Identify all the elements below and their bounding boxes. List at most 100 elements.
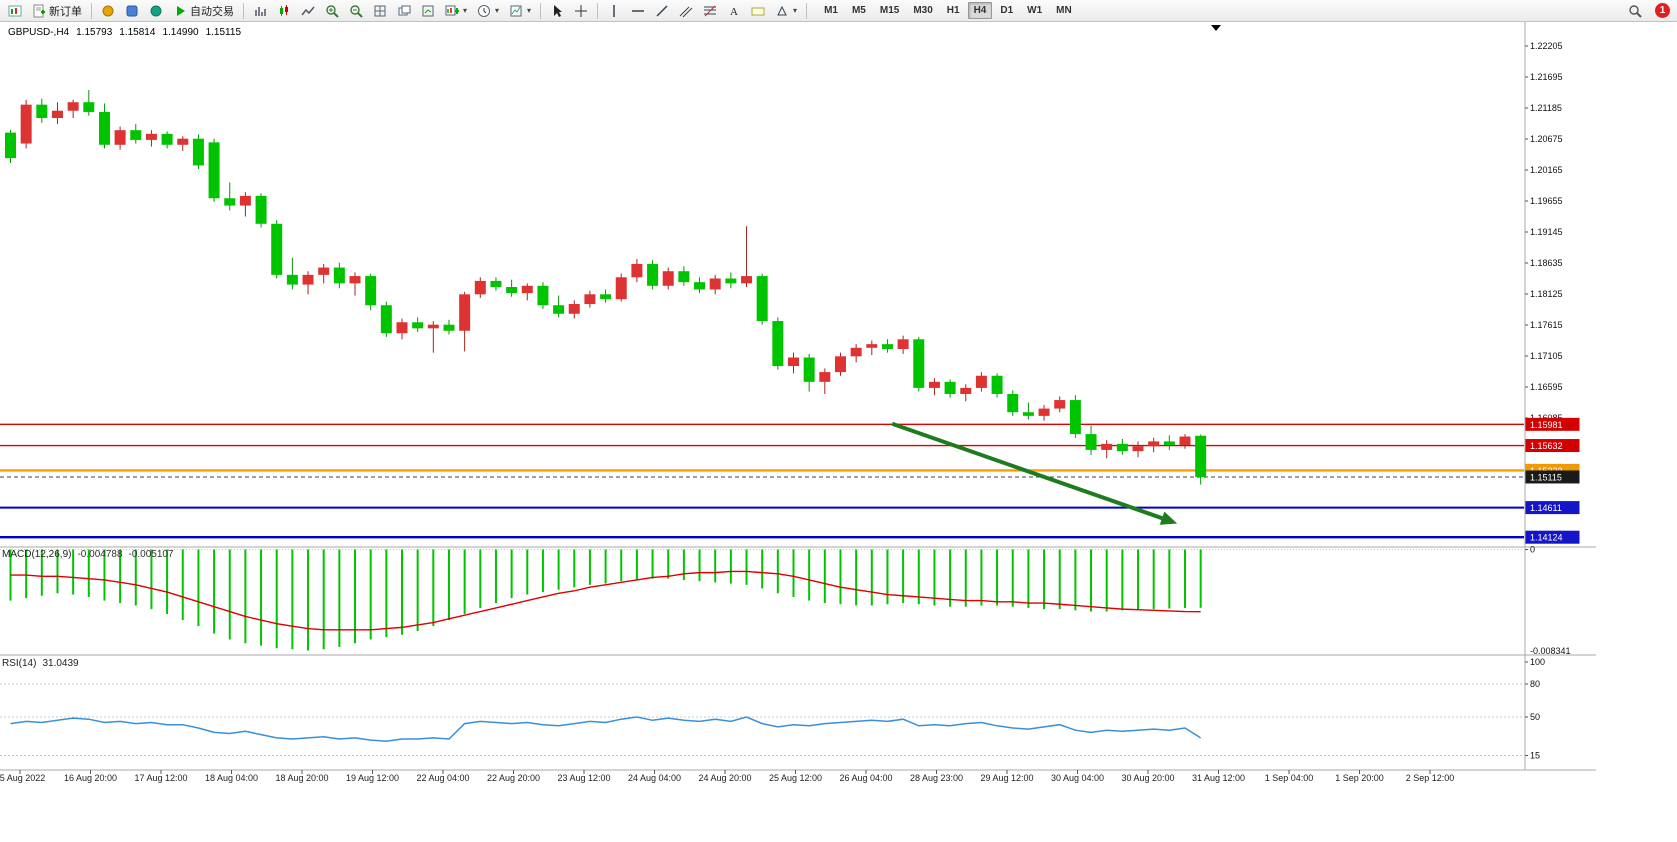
fibonacci-button[interactable] [699, 1, 721, 21]
trend-arrow-object[interactable] [891, 421, 1163, 521]
price-badge [1525, 439, 1580, 453]
cascade-windows-button[interactable] [393, 1, 415, 21]
text-button[interactable]: A [723, 1, 745, 21]
time-axis-label: 31 Aug 12:00 [1192, 773, 1245, 783]
templates-button[interactable]: ▾ [505, 1, 535, 21]
candle-bearish [286, 274, 298, 285]
svg-text:A: A [730, 6, 738, 18]
candle-bullish [662, 271, 674, 286]
bars-icon [255, 6, 266, 16]
rsi-indicator-label: RSI(14) 31.0439 [2, 658, 79, 669]
open-value: 1.15793 [76, 27, 113, 38]
candle-bullish [396, 322, 408, 334]
toolbar-separator [540, 2, 542, 19]
timeframe-w1[interactable]: W1 [1027, 5, 1043, 16]
price-axis-label: 1.20675 [1530, 134, 1563, 144]
data-window-button[interactable] [121, 1, 143, 21]
price-axis-label: 1.19145 [1530, 227, 1563, 237]
price-axis-label: 1.19655 [1530, 196, 1563, 206]
timeframe-m1[interactable]: M1 [824, 5, 838, 16]
timeframe-m30[interactable]: M30 [913, 5, 933, 16]
candle-bullish [1132, 446, 1144, 452]
price-badge [1525, 470, 1580, 484]
autotrading-button[interactable]: 自动交易 [169, 1, 238, 21]
chart-shift-marker[interactable] [1211, 25, 1221, 31]
timeframe-h1[interactable]: H1 [946, 5, 960, 16]
timeframe-h4[interactable]: H4 [967, 2, 993, 19]
candle-bearish [772, 321, 784, 367]
periods-button[interactable]: ▾ [473, 1, 503, 21]
vertical-line-button[interactable] [603, 1, 625, 21]
cursor-button[interactable] [546, 1, 568, 21]
rsi-axis-label: 50 [1530, 712, 1540, 722]
macd-signal-line [10, 570, 1201, 631]
trendline-button[interactable] [651, 1, 673, 21]
candle-bullish [349, 276, 361, 284]
search-button[interactable] [1624, 1, 1646, 21]
macd-axis-label: 0 [1530, 545, 1535, 555]
market-watch-button[interactable] [97, 1, 119, 21]
time-axis-label: 22 Aug 20:00 [487, 773, 540, 783]
candle-bearish [881, 344, 893, 350]
timeframe-m5[interactable]: M5 [851, 5, 866, 16]
autotrading-button-label: 自动交易 [190, 5, 234, 18]
time-axis-label: 30 Aug 20:00 [1121, 773, 1174, 783]
macd-axis-label: -0.008341 [1530, 646, 1571, 656]
toolbar-separator [597, 2, 599, 19]
toolbar-right: 1 [1623, 1, 1674, 21]
candle-bullish [1179, 436, 1191, 446]
navigator-button[interactable] [145, 1, 167, 21]
time-axis-label: 2 Sep 12:00 [1406, 773, 1455, 783]
time-axis-label: 26 Aug 04:00 [839, 773, 892, 783]
new-order-button[interactable]: 新订单 [28, 1, 86, 21]
search-icon [1629, 4, 1642, 18]
candle-bearish [83, 102, 95, 112]
candle-bullish [20, 104, 32, 144]
timeframe-m15[interactable]: M15 [879, 5, 900, 16]
toolbar-separator [806, 2, 808, 19]
time-axis-label: 1 Sep 20:00 [1335, 773, 1384, 783]
bar-chart-button[interactable] [249, 1, 271, 21]
text-label-button[interactable] [747, 1, 769, 21]
candle-bearish [1116, 443, 1128, 452]
line-chart-button[interactable] [297, 1, 319, 21]
tile-windows-button[interactable] [369, 1, 391, 21]
shapes-button[interactable]: ▾ [771, 1, 801, 21]
candle-bullish [568, 304, 580, 314]
time-axis-label: 29 Aug 12:00 [980, 773, 1033, 783]
zoom-out-button[interactable] [345, 1, 367, 21]
chevron-down-icon: ▾ [463, 6, 468, 15]
track-chart-button[interactable] [417, 1, 439, 21]
candle-bearish [1163, 441, 1175, 446]
price-badge-text: 1.14124 [1530, 533, 1563, 543]
time-axis-label: 19 Aug 12:00 [346, 773, 399, 783]
price-badge [1525, 501, 1580, 515]
time-axis-label: 18 Aug 20:00 [275, 773, 328, 783]
candle-bearish [537, 285, 549, 306]
toolbar: 新订单 自动交易 ▾ ▾ ▾ A ▾ M1 M5 M15 M30 H1 H4 D1 W1 MN 1 [0, 0, 1677, 22]
time-axis-label: 15 Aug 2022 [0, 773, 45, 783]
candle-bearish [333, 267, 345, 284]
candle-bullish [741, 276, 753, 284]
crosshair-button[interactable] [570, 1, 592, 21]
price-axis-label: 1.18125 [1530, 289, 1563, 299]
channel-button[interactable] [675, 1, 697, 21]
price-axis-label: 1.18635 [1530, 258, 1563, 268]
track-icon [422, 5, 434, 16]
chevron-down-icon: ▾ [527, 6, 532, 15]
notification-badge[interactable]: 1 [1655, 3, 1670, 18]
candle-bullish [834, 356, 846, 373]
horizontal-line-button[interactable] [627, 1, 649, 21]
candlestick-chart-button[interactable] [273, 1, 295, 21]
timeframe-d1[interactable]: D1 [1000, 5, 1014, 16]
candle-bullish [850, 347, 862, 357]
time-axis-label: 24 Aug 20:00 [698, 773, 751, 783]
time-axis-label: 18 Aug 04:00 [205, 773, 258, 783]
price-axis-label: 1.20165 [1530, 165, 1563, 175]
zoom-in-button[interactable] [321, 1, 343, 21]
time-axis-label: 28 Aug 23:00 [910, 773, 963, 783]
candle-bearish [506, 287, 518, 294]
new-chart-button[interactable]: ▾ [441, 1, 471, 21]
timeframe-mn[interactable]: MN [1056, 5, 1072, 16]
